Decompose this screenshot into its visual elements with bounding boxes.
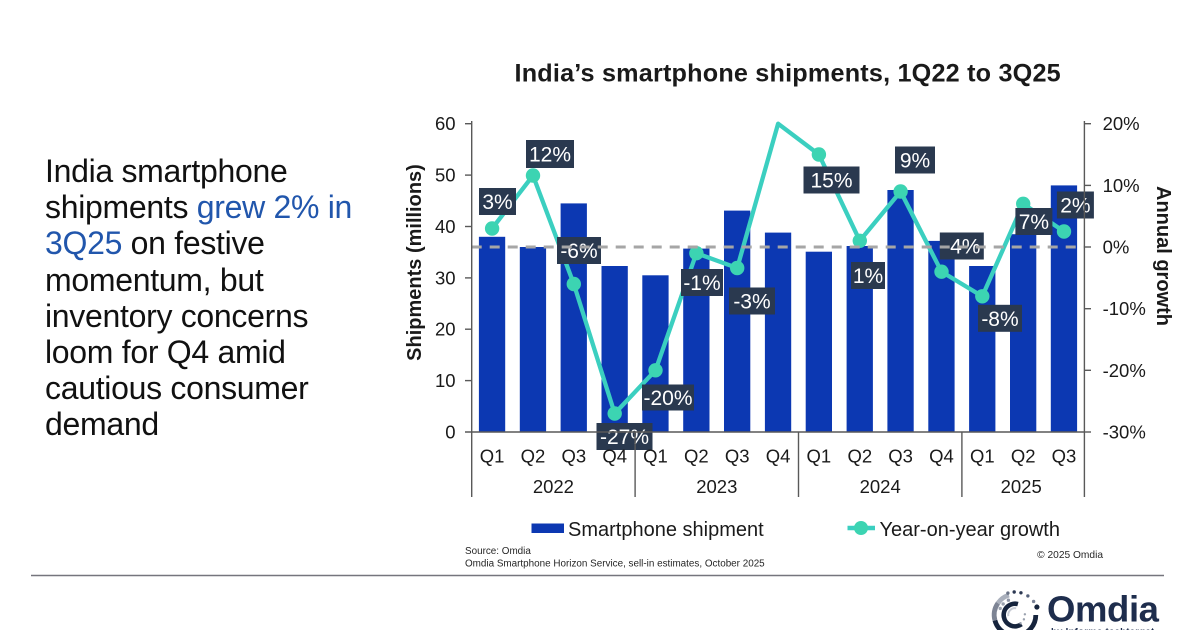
svg-text:Smartphone shipment: Smartphone shipment [568, 519, 764, 541]
svg-text:Omdia Smartphone Horizon Servi: Omdia Smartphone Horizon Service, sell-i… [465, 558, 765, 569]
svg-text:India’s smartphone shipments,: India’s smartphone shipments, 1Q22 to 3Q… [515, 59, 1061, 87]
svg-text:Year-on-year growth: Year-on-year growth [880, 519, 1060, 541]
svg-text:Q1: Q1 [807, 445, 832, 466]
svg-text:2%: 2% [1060, 195, 1090, 218]
svg-text:60: 60 [435, 113, 456, 134]
svg-text:-10%: -10% [1103, 298, 1146, 319]
svg-text:Q2: Q2 [1011, 445, 1036, 466]
svg-text:© 2025 Omdia: © 2025 Omdia [1037, 550, 1103, 561]
svg-text:-20%: -20% [643, 387, 692, 410]
svg-text:30: 30 [435, 267, 456, 288]
svg-text:Q1: Q1 [970, 445, 995, 466]
svg-text:10: 10 [435, 370, 456, 391]
svg-text:3%: 3% [482, 191, 512, 214]
svg-text:Shipments (millions): Shipments (millions) [404, 164, 426, 361]
svg-text:12%: 12% [529, 144, 571, 167]
svg-text:50: 50 [435, 165, 456, 186]
svg-text:-6%: -6% [560, 240, 597, 263]
svg-text:Omdia: Omdia [1047, 589, 1160, 630]
svg-text:Q3: Q3 [888, 445, 913, 466]
svg-text:9%: 9% [900, 150, 930, 173]
svg-text:15%: 15% [810, 170, 852, 193]
svg-text:Q3: Q3 [561, 445, 586, 466]
svg-text:Q2: Q2 [521, 445, 546, 466]
svg-text:Source: Omdia: Source: Omdia [465, 546, 531, 557]
svg-text:7%: 7% [1019, 211, 1049, 234]
svg-text:2023: 2023 [696, 476, 737, 497]
svg-text:Q2: Q2 [684, 445, 709, 466]
svg-text:2024: 2024 [860, 476, 901, 497]
svg-text:Q3: Q3 [725, 445, 750, 466]
svg-text:2022: 2022 [533, 476, 574, 497]
svg-text:Q4: Q4 [766, 445, 791, 466]
svg-text:10%: 10% [1103, 175, 1140, 196]
svg-text:by Informa techtarget: by Informa techtarget [1051, 627, 1155, 630]
svg-text:20: 20 [435, 319, 456, 340]
svg-text:Q2: Q2 [847, 445, 872, 466]
svg-text:Q4: Q4 [602, 445, 627, 466]
svg-text:-20%: -20% [1103, 360, 1146, 381]
svg-text:-30%: -30% [1103, 422, 1146, 443]
svg-text:0: 0 [445, 422, 455, 443]
svg-text:20%: 20% [1103, 113, 1140, 134]
svg-text:-1%: -1% [683, 272, 720, 295]
svg-text:0%: 0% [1103, 237, 1130, 258]
svg-text:Q1: Q1 [480, 445, 505, 466]
svg-text:Q1: Q1 [643, 445, 668, 466]
svg-text:2025: 2025 [1001, 476, 1042, 497]
svg-text:40: 40 [435, 216, 456, 237]
svg-text:-3%: -3% [733, 291, 770, 314]
svg-text:Q4: Q4 [929, 445, 954, 466]
svg-text:Annual growth: Annual growth [1152, 186, 1174, 326]
svg-text:Q3: Q3 [1052, 445, 1077, 466]
svg-text:1%: 1% [853, 265, 883, 288]
svg-text:-8%: -8% [981, 308, 1018, 331]
